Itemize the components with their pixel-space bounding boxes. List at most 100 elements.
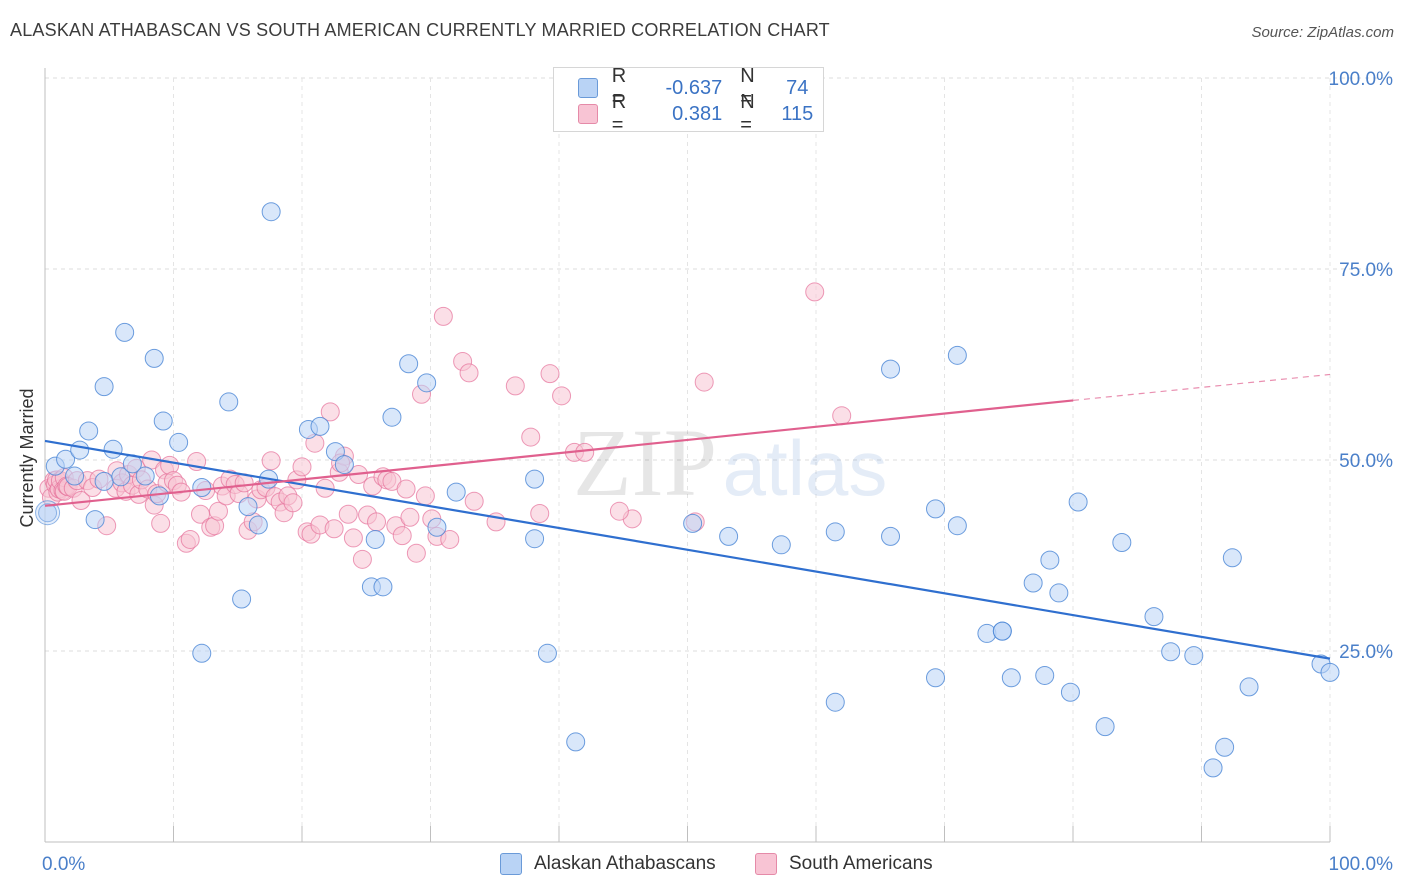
alaskan-athabascan-point xyxy=(446,482,466,502)
r-label: R = xyxy=(611,91,627,136)
alaskan-athabascan-point xyxy=(261,202,281,222)
alaskan-athabascan-point xyxy=(115,322,135,342)
alaskan-athabascans-points xyxy=(35,202,1340,778)
south-american-point xyxy=(832,406,852,426)
y-tick-labels: 25.0% 50.0% 75.0% 100.0% xyxy=(1329,69,1394,663)
r-value-blue: -0.637 xyxy=(665,76,723,99)
alaskan-athabascan-point xyxy=(310,416,330,436)
alaskan-athabascan-point xyxy=(144,348,164,368)
south-american-point xyxy=(324,519,344,539)
x-tick-label: 100.0% xyxy=(1329,854,1394,875)
south-american-point xyxy=(575,442,595,462)
alaskan-athabascan-point xyxy=(70,440,90,460)
south-american-point xyxy=(261,451,281,471)
alaskan-athabascan-point xyxy=(525,529,545,549)
trend-lines xyxy=(44,373,1331,660)
blue-swatch xyxy=(578,78,598,98)
n-value-pink: 115 xyxy=(781,102,814,125)
alaskan-athabascan-point xyxy=(238,497,258,517)
alaskan-athabascan-point xyxy=(192,643,212,663)
source-label: Source: ZipAtlas.com xyxy=(1251,24,1394,41)
alaskan-athabascan-point xyxy=(1023,573,1043,593)
alaskan-athabascan-point xyxy=(417,373,437,393)
x-tick-labels: 0.0% 100.0% xyxy=(42,854,1393,875)
south-american-point xyxy=(292,457,312,477)
south-american-point xyxy=(400,507,420,527)
watermark-zip: ZIP xyxy=(573,409,717,516)
south-american-point xyxy=(552,386,572,406)
alaskan-athabascan-point xyxy=(38,503,58,523)
alaskan-athabascan-point xyxy=(926,499,946,519)
legend-label-south-americans: South Americans xyxy=(789,853,933,874)
alaskan-athabascan-point xyxy=(94,377,114,397)
alaskan-athabascan-point xyxy=(1001,668,1021,688)
n-value-blue: 74 xyxy=(786,76,809,99)
alaskan-athabascan-point xyxy=(947,345,967,365)
alaskan-athabascan-point xyxy=(771,535,791,555)
alaskan-athabascan-point xyxy=(719,526,739,546)
alaskan-athabascan-point xyxy=(825,692,845,712)
south-american-point xyxy=(208,501,228,521)
alaskan-athabascan-point xyxy=(192,478,212,498)
alaskan-athabascan-point xyxy=(683,513,703,533)
y-tick-label: 50.0% xyxy=(1339,451,1393,472)
south-american-point xyxy=(151,513,171,533)
alaskan-athabascan-point xyxy=(1068,492,1088,512)
alaskan-athabascan-point xyxy=(566,732,586,752)
alaskan-athabascan-point xyxy=(149,486,169,506)
south-american-point xyxy=(320,402,340,422)
alaskan-athabascan-point xyxy=(111,467,131,487)
trend-line-south-americans-extension xyxy=(1072,373,1331,402)
south-american-point xyxy=(406,543,426,563)
alaskan-athabascan-point xyxy=(248,515,268,535)
alaskan-athabascan-point xyxy=(365,529,385,549)
alaskan-athabascan-point xyxy=(35,500,61,526)
alaskan-athabascan-point xyxy=(325,442,345,462)
legend-label-alaskan-athabascans: Alaskan Athabascans xyxy=(534,853,716,874)
south-american-point xyxy=(338,504,358,524)
grid-lines xyxy=(44,77,1392,842)
alaskan-athabascan-point xyxy=(135,466,155,486)
r-value-pink: 0.381 xyxy=(672,102,723,125)
n-label: N = xyxy=(740,65,755,110)
alaskan-athabascan-point xyxy=(94,471,114,491)
south-american-point xyxy=(283,493,303,513)
alaskan-athabascan-point xyxy=(153,411,173,431)
legend-swatch-blue xyxy=(500,853,522,875)
south-american-point xyxy=(530,503,550,523)
alaskan-athabascan-point xyxy=(1161,642,1181,662)
watermark-atlas: atlas xyxy=(723,424,888,512)
south-american-point xyxy=(392,526,412,546)
chart-title: ALASKAN ATHABASCAN VS SOUTH AMERICAN CUR… xyxy=(10,20,830,40)
alaskan-athabascan-point xyxy=(382,407,402,427)
alaskan-athabascan-point xyxy=(219,392,239,412)
alaskan-athabascan-point xyxy=(169,432,189,452)
alaskan-athabascan-point xyxy=(232,589,252,609)
alaskan-athabascan-point xyxy=(537,643,557,663)
alaskan-athabascan-point xyxy=(1060,682,1080,702)
alaskan-athabascan-point xyxy=(1112,533,1132,553)
south-american-point xyxy=(459,363,479,383)
x-tick-label: 0.0% xyxy=(42,854,85,875)
south-american-point xyxy=(521,427,541,447)
alaskan-athabascan-point xyxy=(881,359,901,379)
south-american-point xyxy=(180,529,200,549)
alaskan-athabascan-point xyxy=(427,517,447,537)
alaskan-athabascan-point xyxy=(1184,646,1204,666)
alaskan-athabascan-point xyxy=(1049,583,1069,603)
alaskan-athabascan-point xyxy=(399,354,419,374)
r-label: R = xyxy=(611,65,627,110)
legend-item-south-americans: South Americans xyxy=(755,852,933,876)
n-label: N = xyxy=(740,91,755,136)
alaskan-athabascan-point xyxy=(65,466,85,486)
legend-row-pink: R = 0.381 N = 115 xyxy=(578,91,823,136)
south-american-point xyxy=(440,529,460,549)
trend-line-south-americans xyxy=(44,399,1074,507)
alaskan-athabascan-point xyxy=(825,522,845,542)
alaskan-athabascan-point xyxy=(1239,677,1259,697)
south-american-point xyxy=(464,491,484,511)
south-american-point xyxy=(540,364,560,384)
alaskan-athabascan-point xyxy=(947,516,967,536)
pink-swatch xyxy=(578,104,598,124)
